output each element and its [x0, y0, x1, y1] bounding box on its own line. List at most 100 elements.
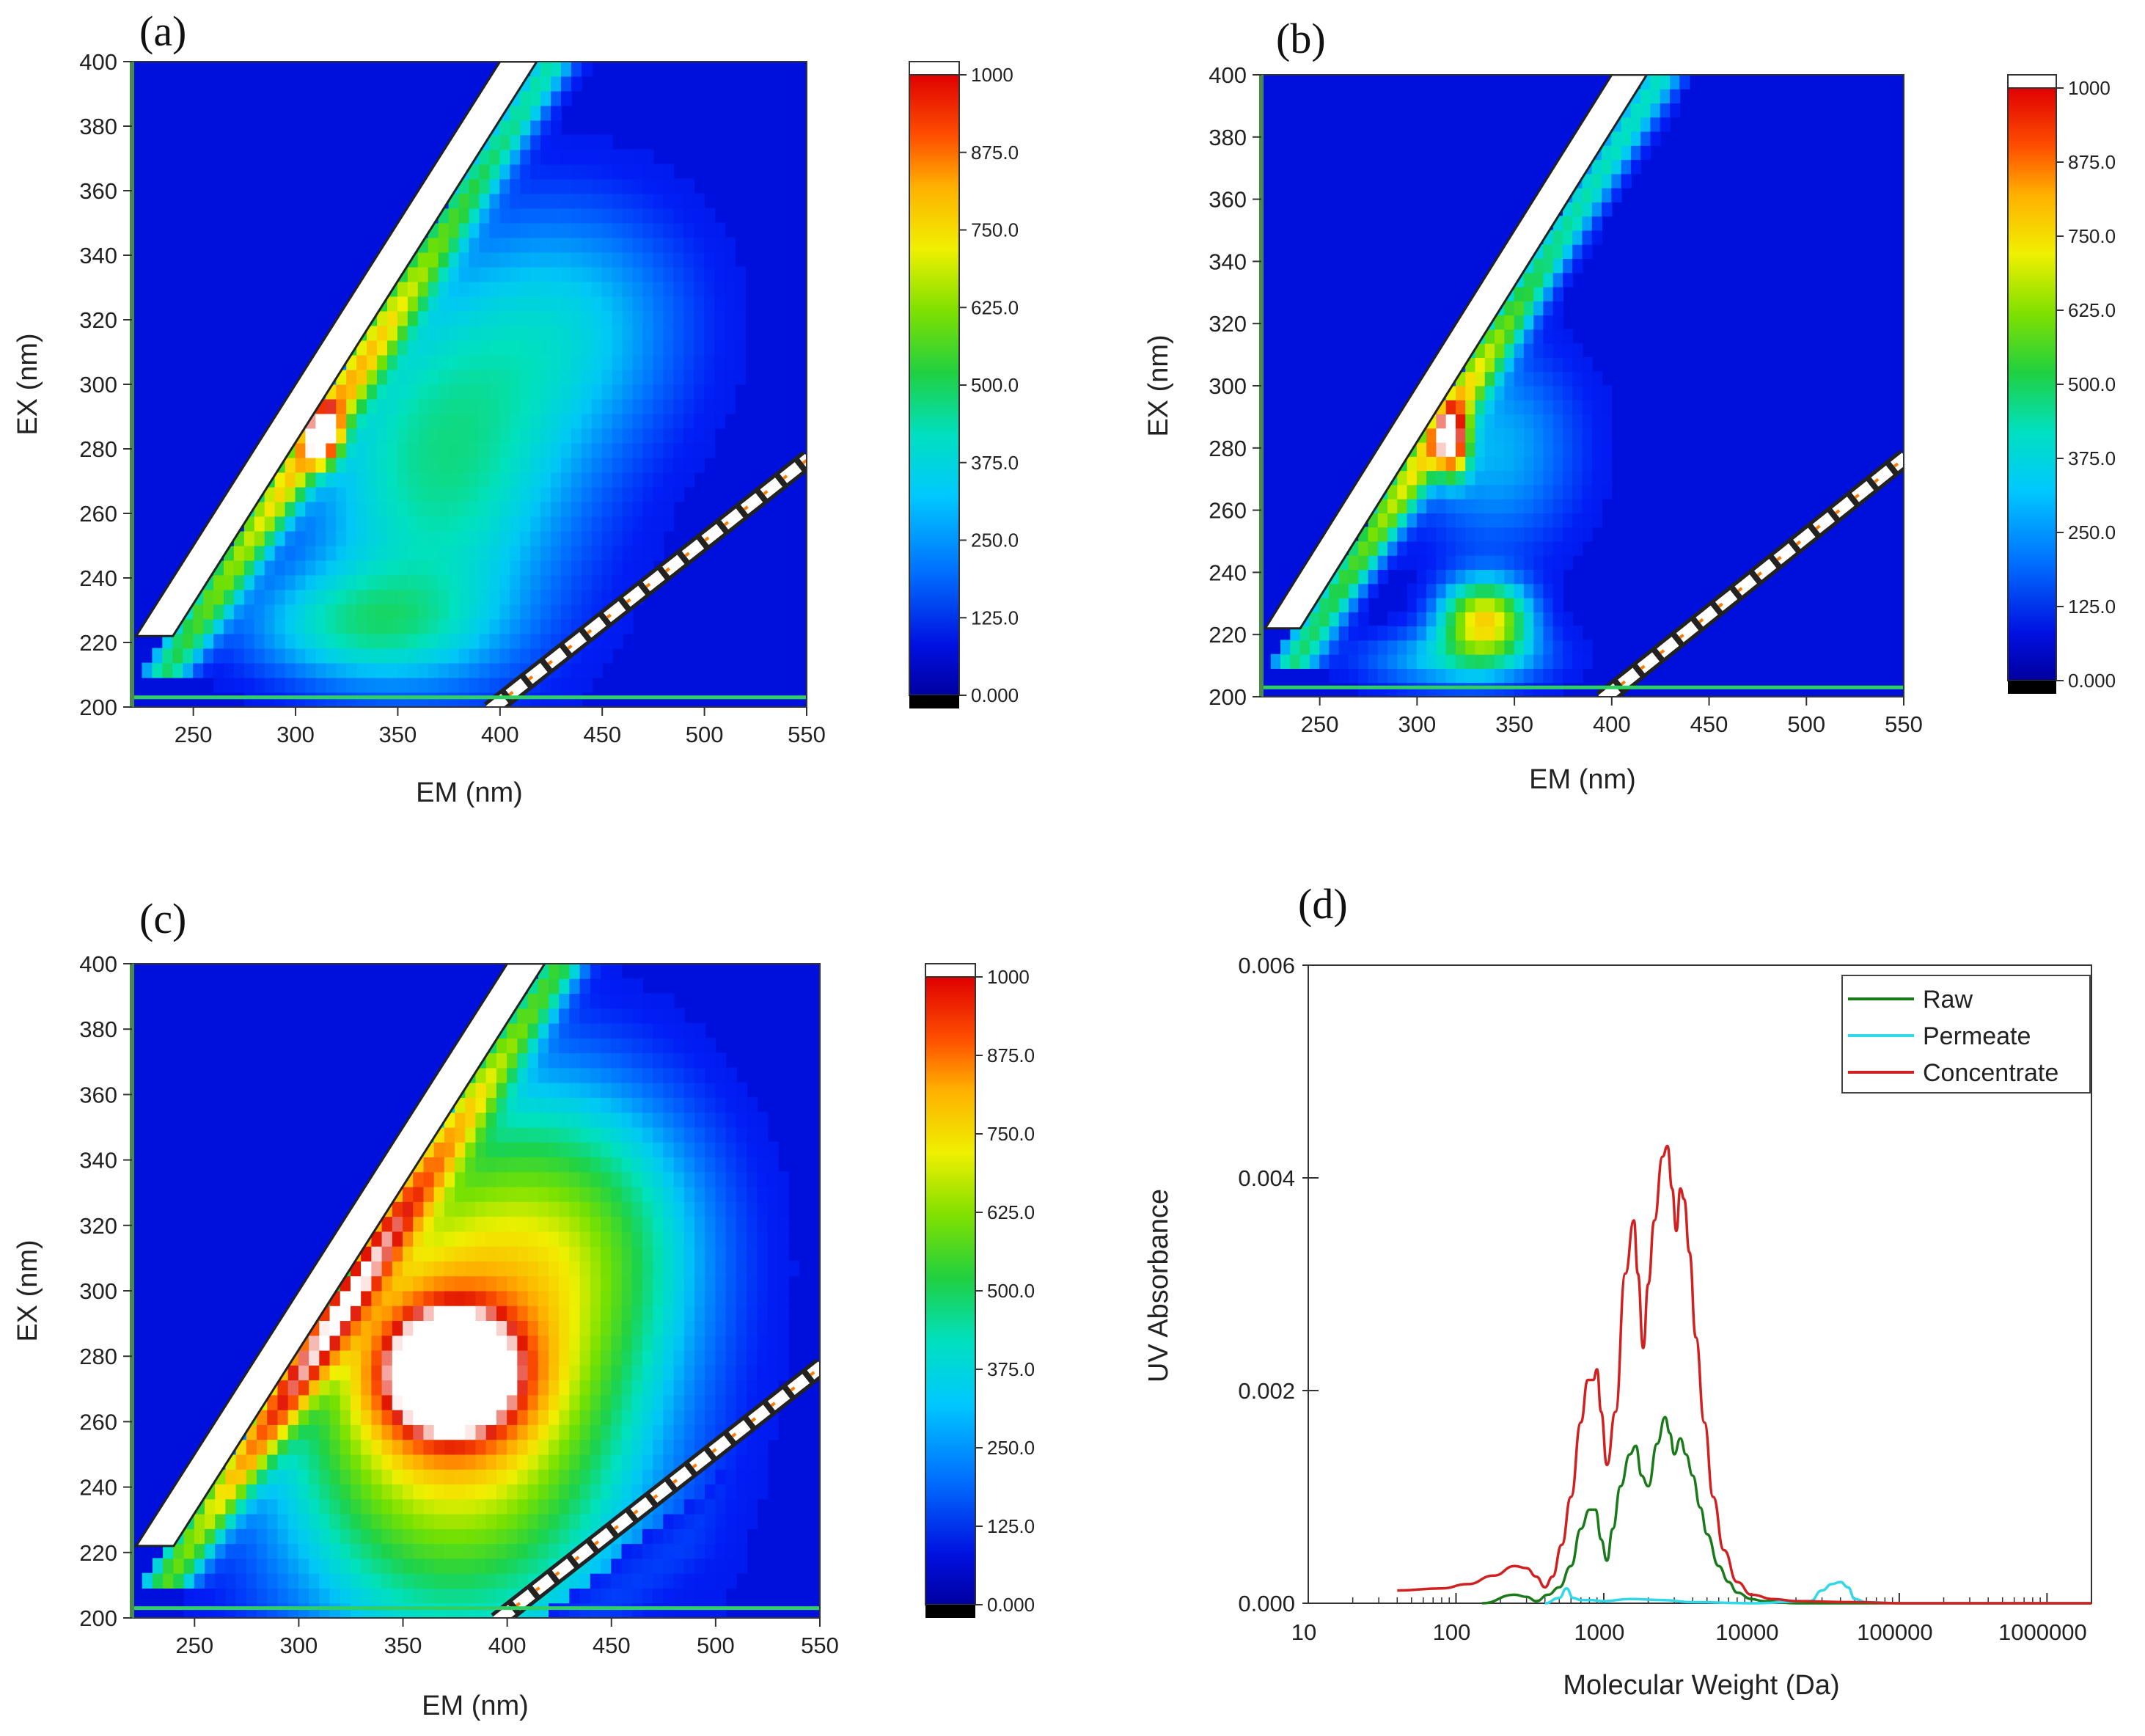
heatmap-cell	[455, 1216, 466, 1232]
heatmap-cell	[581, 164, 593, 180]
heatmap-cell	[458, 208, 470, 224]
heatmap-cell	[517, 1112, 529, 1128]
heatmap-cell	[485, 1096, 497, 1113]
heatmap-cell	[1426, 597, 1437, 612]
heatmap-cell	[551, 76, 562, 92]
heatmap-cell	[673, 1364, 685, 1381]
heatmap-cell	[246, 1558, 258, 1574]
heatmap-cell	[350, 1275, 362, 1292]
heatmap-cell	[777, 1349, 789, 1366]
heatmap-cell	[1397, 640, 1408, 655]
heatmap-cell	[559, 1320, 571, 1336]
heatmap-cell	[1591, 442, 1603, 457]
heatmap-cell	[340, 1424, 351, 1440]
heatmap-cell	[1338, 640, 1349, 655]
heatmap-cell	[496, 1424, 508, 1440]
heatmap-cell	[1504, 371, 1515, 387]
heatmap-cell	[653, 398, 664, 414]
heatmap-cell	[704, 266, 716, 282]
heatmap-cell	[663, 1022, 675, 1039]
heatmap-cell	[479, 193, 491, 209]
heatmap-cell	[361, 1484, 373, 1500]
series-line-permeate	[1544, 1581, 2091, 1605]
x-tick-label: 250	[1301, 711, 1339, 737]
heatmap-cell	[428, 516, 439, 532]
heatmap-cell	[479, 516, 491, 532]
heatmap-cell	[407, 340, 419, 356]
heatmap-cell	[356, 354, 368, 370]
heatmap-cell	[346, 692, 358, 707]
heatmap-cell	[777, 1216, 789, 1232]
heatmap-cell	[489, 237, 501, 253]
heatmap-cell	[469, 677, 480, 693]
colorbar-tick-label: 375.0	[971, 452, 1019, 474]
heatmap-cell	[469, 369, 480, 385]
heatmap-cell	[407, 648, 419, 664]
heatmap-cell	[257, 1484, 268, 1500]
heatmap-cell	[1514, 371, 1525, 387]
heatmap-cell	[530, 193, 542, 209]
heatmap-cell	[1436, 626, 1447, 641]
heatmap-cell	[559, 978, 571, 995]
heatmap-cell	[1416, 611, 1428, 627]
heatmap-cell	[319, 1439, 331, 1455]
heatmap-cell	[298, 1439, 310, 1455]
heatmap-cell	[1397, 484, 1408, 499]
heatmap-cell	[1533, 541, 1544, 556]
heatmap-cell	[403, 1424, 414, 1440]
heatmap-cell	[377, 545, 388, 561]
heatmap-cell	[788, 1260, 800, 1277]
heatmap-cell	[632, 501, 644, 517]
heatmap-cell	[540, 325, 552, 341]
heatmap-cell	[1397, 653, 1408, 669]
heatmap-cell	[517, 1096, 529, 1113]
heatmap-cell	[591, 164, 603, 180]
heatmap-cell	[581, 413, 593, 429]
heatmap-cell	[1514, 640, 1525, 655]
heatmap-cell	[653, 413, 664, 429]
heatmap-cell	[694, 1096, 706, 1113]
heatmap-cell	[642, 208, 654, 224]
heatmap-cell	[642, 398, 654, 414]
heatmap-cell	[520, 193, 532, 209]
heatmap-cell	[527, 1096, 539, 1113]
heatmap-cell	[694, 1141, 706, 1158]
heatmap-cell	[1504, 527, 1515, 542]
heatmap-cell	[254, 574, 265, 590]
heatmap-cell	[1523, 399, 1535, 415]
heatmap-cell	[507, 1157, 518, 1173]
heatmap-cell	[653, 1216, 664, 1232]
heatmap-cell	[673, 237, 685, 253]
heatmap-cell	[277, 1558, 289, 1574]
heatmap-cell	[295, 662, 307, 678]
heatmap-cell	[715, 1468, 727, 1485]
heatmap-cell	[448, 281, 460, 297]
heatmap-cell	[715, 1082, 727, 1098]
heatmap-cell	[413, 1513, 425, 1529]
heatmap-cell	[767, 1245, 779, 1261]
heatmap-cell	[309, 1498, 320, 1515]
heatmap-cell	[725, 1454, 737, 1470]
heatmap-cell	[329, 1394, 341, 1410]
heatmap-cell	[663, 442, 675, 458]
heatmap-cell	[683, 1484, 695, 1500]
heatmap-cell	[642, 325, 654, 341]
heatmap-cell	[392, 1528, 404, 1545]
heatmap-cell	[560, 296, 572, 312]
heatmap-cell	[551, 560, 562, 576]
heatmap-cell	[621, 1231, 633, 1247]
heatmap-cell	[705, 1245, 716, 1261]
heatmap-cell	[507, 1468, 518, 1485]
heatmap-cell	[1445, 399, 1456, 415]
heatmap-cell	[601, 1067, 612, 1083]
heatmap-cell	[329, 1439, 341, 1455]
heatmap-cell	[287, 1380, 299, 1396]
heatmap-cell	[591, 662, 603, 678]
heatmap-cell	[540, 193, 552, 209]
heatmap-cell	[448, 501, 460, 517]
heatmap-cell	[1484, 498, 1496, 513]
heatmap-cell	[397, 325, 408, 341]
heatmap-cell	[517, 1335, 529, 1351]
heatmap-cell	[631, 1572, 643, 1589]
heatmap-cell	[1387, 667, 1398, 684]
